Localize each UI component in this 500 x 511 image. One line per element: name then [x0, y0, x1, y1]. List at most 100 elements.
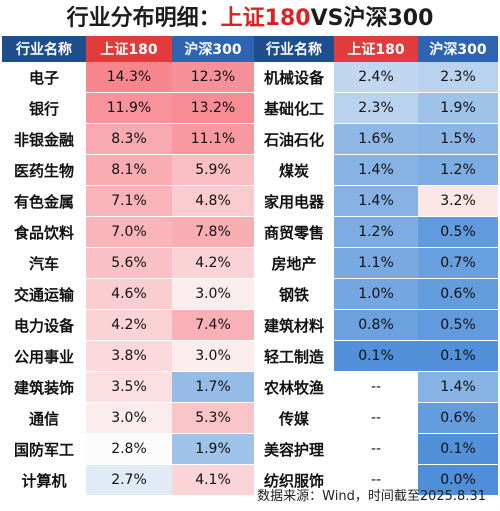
sh180-cell: 5.6% — [86, 247, 172, 279]
sh180-cell: 3.0% — [86, 402, 172, 434]
industry-name-cell: 电力设备 — [2, 309, 86, 341]
hs300-cell: 3.0% — [172, 340, 254, 372]
hs300-cell: 1.9% — [172, 433, 254, 465]
sh180-cell: 0.1% — [334, 340, 418, 372]
industry-name-cell: 钢铁 — [254, 278, 334, 310]
title-suffix: VS沪深300 — [310, 6, 434, 31]
table-row: 银行 11.9% 13.2% 基础化工 2.3% 1.9% — [2, 92, 498, 124]
header-sh180-right: 上证180 — [334, 36, 418, 62]
hs300-cell: 7.8% — [172, 216, 254, 248]
sh180-cell: -- — [334, 371, 418, 403]
sh180-cell: 4.6% — [86, 278, 172, 310]
sh180-cell: 7.0% — [86, 216, 172, 248]
industry-name-cell: 农林牧渔 — [254, 371, 334, 403]
hs300-cell: 1.4% — [418, 371, 498, 403]
sh180-cell: 2.7% — [86, 464, 172, 496]
sh180-cell: -- — [334, 464, 418, 496]
sh180-cell: -- — [334, 402, 418, 434]
industry-name-cell: 国防军工 — [2, 433, 86, 465]
industry-name-cell: 建筑材料 — [254, 309, 334, 341]
sh180-cell: 4.2% — [86, 309, 172, 341]
sh180-cell: 2.8% — [86, 433, 172, 465]
hs300-cell: 0.1% — [418, 433, 498, 465]
sh180-cell: 8.1% — [86, 154, 172, 186]
industry-name-cell: 纺织服饰 — [254, 464, 334, 496]
table-row: 电力设备 4.2% 7.4% 建筑材料 0.8% 0.5% — [2, 309, 498, 341]
hs300-cell: 4.8% — [172, 185, 254, 217]
header-industry-right: 行业名称 — [254, 36, 334, 62]
sh180-cell: 1.0% — [334, 278, 418, 310]
hs300-cell: 2.3% — [418, 62, 498, 93]
sh180-cell: 1.4% — [334, 154, 418, 186]
table-row: 建筑装饰 3.5% 1.7% 农林牧渔 -- 1.4% — [2, 371, 498, 403]
table-body: 电子 14.3% 12.3% 机械设备 2.4% 2.3% 银行 11.9% 13.2% 基础化工… — [2, 62, 498, 496]
sh180-cell: 0.8% — [334, 309, 418, 341]
industry-table: 行业名称 上证180 沪深300 行业名称 上证180 沪深300 电子 14.3… — [2, 36, 498, 496]
hs300-cell: 7.4% — [172, 309, 254, 341]
industry-name-cell: 食品饮料 — [2, 216, 86, 248]
industry-name-cell: 石油石化 — [254, 123, 334, 155]
hs300-cell: 5.3% — [172, 402, 254, 434]
table-row: 非银金融 8.3% 11.1% 石油石化 1.6% 1.5% — [2, 123, 498, 155]
hs300-cell: 4.1% — [172, 464, 254, 496]
industry-name-cell: 汽车 — [2, 247, 86, 279]
sh180-cell: -- — [334, 433, 418, 465]
sh180-cell: 2.4% — [334, 62, 418, 93]
hs300-cell: 11.1% — [172, 123, 254, 155]
hs300-cell: 1.9% — [418, 92, 498, 124]
hs300-cell: 0.1% — [418, 340, 498, 372]
sh180-cell: 8.3% — [86, 123, 172, 155]
sh180-cell: 14.3% — [86, 62, 172, 93]
hs300-cell: 0.0% — [418, 464, 498, 496]
industry-name-cell: 非银金融 — [2, 123, 86, 155]
hs300-cell: 1.2% — [418, 154, 498, 186]
hs300-cell: 0.7% — [418, 247, 498, 279]
industry-name-cell: 计算机 — [2, 464, 86, 496]
sh180-cell: 2.3% — [334, 92, 418, 124]
industry-name-cell: 有色金属 — [2, 185, 86, 217]
sh180-cell: 1.4% — [334, 185, 418, 217]
industry-name-cell: 交通运输 — [2, 278, 86, 310]
title-highlight: 上证180 — [220, 6, 311, 31]
industry-name-cell: 美容护理 — [254, 433, 334, 465]
sh180-cell: 1.1% — [334, 247, 418, 279]
industry-name-cell: 电子 — [2, 62, 86, 93]
sh180-cell: 1.2% — [334, 216, 418, 248]
industry-name-cell: 家用电器 — [254, 185, 334, 217]
hs300-cell: 13.2% — [172, 92, 254, 124]
hs300-cell: 3.0% — [172, 278, 254, 310]
table-row: 通信 3.0% 5.3% 传媒 -- 0.6% — [2, 402, 498, 434]
industry-name-cell: 机械设备 — [254, 62, 334, 93]
hs300-cell: 1.5% — [418, 123, 498, 155]
source-note: 数据来源：Wind，时间截至2025.8.31 — [257, 489, 486, 504]
sh180-cell: 11.9% — [86, 92, 172, 124]
hs300-cell: 0.6% — [418, 402, 498, 434]
hs300-cell: 3.2% — [418, 185, 498, 217]
title-prefix: 行业分布明细： — [66, 6, 221, 31]
table-row: 食品饮料 7.0% 7.8% 商贸零售 1.2% 0.5% — [2, 216, 498, 248]
industry-name-cell: 轻工制造 — [254, 340, 334, 372]
sh180-cell: 3.8% — [86, 340, 172, 372]
table-row: 交通运输 4.6% 3.0% 钢铁 1.0% 0.6% — [2, 278, 498, 310]
industry-name-cell: 煤炭 — [254, 154, 334, 186]
table-row: 电子 14.3% 12.3% 机械设备 2.4% 2.3% — [2, 62, 498, 93]
hs300-cell: 1.7% — [172, 371, 254, 403]
industry-name-cell: 通信 — [2, 402, 86, 434]
chart-title: 行业分布明细：上证180VS沪深300 — [0, 2, 500, 36]
table-row: 有色金属 7.1% 4.8% 家用电器 1.4% 3.2% — [2, 185, 498, 217]
hs300-cell: 0.6% — [418, 278, 498, 310]
header-industry-left: 行业名称 — [2, 36, 86, 62]
industry-name-cell: 建筑装饰 — [2, 371, 86, 403]
table-row: 医药生物 8.1% 5.9% 煤炭 1.4% 1.2% — [2, 154, 498, 186]
hs300-cell: 12.3% — [172, 62, 254, 93]
table-row: 公用事业 3.8% 3.0% 轻工制造 0.1% 0.1% — [2, 340, 498, 372]
hs300-cell: 0.5% — [418, 216, 498, 248]
hs300-cell: 0.5% — [418, 309, 498, 341]
industry-name-cell: 房地产 — [254, 247, 334, 279]
header-row: 行业名称 上证180 沪深300 行业名称 上证180 沪深300 — [2, 36, 498, 62]
industry-name-cell: 基础化工 — [254, 92, 334, 124]
header-hs300-right: 沪深300 — [418, 36, 498, 62]
hs300-cell: 4.2% — [172, 247, 254, 279]
industry-name-cell: 传媒 — [254, 402, 334, 434]
